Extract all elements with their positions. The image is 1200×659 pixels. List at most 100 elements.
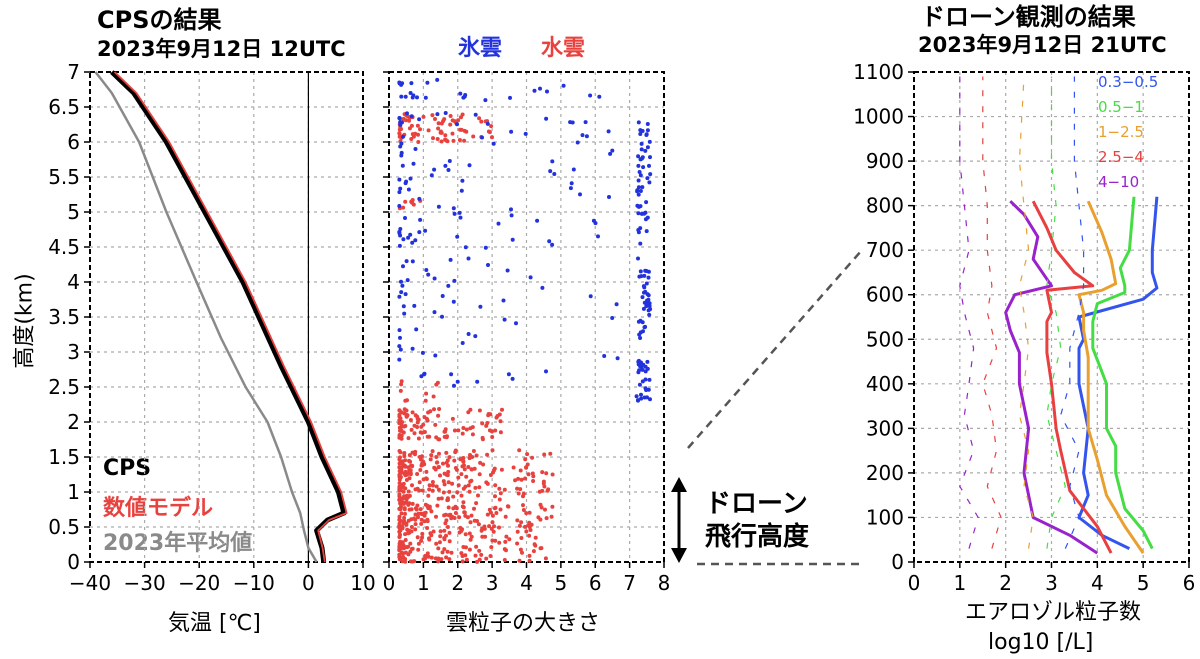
scatter-point: [449, 550, 454, 555]
scatter-point: [406, 544, 411, 549]
scatter-point: [422, 415, 427, 420]
scatter-point: [438, 534, 443, 539]
scatter-point: [429, 509, 434, 514]
scatter-point: [419, 457, 423, 462]
scatter-point: [490, 513, 495, 518]
scatter-point: [457, 210, 462, 215]
scatter-point: [435, 503, 440, 508]
scatter-point: [508, 95, 512, 100]
scatter-point: [644, 132, 649, 137]
scatter-point: [647, 163, 651, 168]
scatter-point: [491, 529, 496, 534]
scatter-point: [419, 521, 424, 526]
x-tick-label: 10: [350, 571, 375, 595]
scatter-point: [428, 457, 433, 462]
scatter-point: [561, 83, 566, 88]
y-tick-label: 2.5: [48, 375, 80, 399]
scatter-point: [636, 178, 641, 183]
scatter-point: [528, 275, 533, 280]
y-tick-label: 500: [866, 327, 904, 351]
scatter-point: [407, 118, 411, 123]
scatter-point: [527, 533, 532, 538]
scatter-point: [477, 557, 482, 562]
scatter-point: [402, 518, 406, 523]
scatter-point: [493, 483, 498, 488]
scatter-point: [640, 320, 645, 325]
scatter-point: [471, 449, 476, 453]
scatter-point: [643, 210, 648, 215]
scatter-point: [423, 398, 428, 403]
scatter-point: [414, 327, 419, 332]
scatter-point: [397, 230, 402, 234]
scatter-point: [460, 431, 465, 436]
scatter-point: [469, 513, 474, 518]
scatter-point: [531, 549, 536, 554]
scatter-point: [398, 335, 402, 340]
scatter-point: [409, 427, 414, 432]
scatter-point: [401, 205, 406, 210]
aerosol-profile: [1077, 196, 1159, 550]
scatter-point: [454, 467, 459, 472]
scatter-point: [639, 274, 644, 279]
scatter-point: [467, 531, 472, 536]
scatter-point: [466, 465, 471, 469]
scatter-point: [523, 476, 528, 481]
scatter-point: [636, 192, 641, 197]
scatter-point: [417, 196, 422, 201]
scatter-point: [468, 537, 473, 542]
scatter-point: [646, 297, 651, 302]
scatter-point: [415, 95, 419, 100]
scatter-point: [403, 216, 407, 220]
scatter-point: [398, 518, 403, 523]
scatter-point: [488, 473, 493, 477]
scatter-point: [431, 529, 436, 534]
scatter-point: [404, 408, 409, 413]
scatter-point: [443, 133, 448, 138]
scatter-point: [462, 467, 467, 472]
scatter-point: [397, 204, 402, 208]
scatter-point: [438, 529, 443, 534]
scatter-point: [432, 407, 436, 412]
x-tick-label: 0: [908, 571, 921, 595]
x-tick-label: 0: [302, 571, 315, 595]
scatter-point: [473, 485, 478, 490]
scatter-point: [480, 437, 485, 442]
scatter-point: [647, 377, 652, 382]
legend-ice-cloud: 氷雲: [458, 36, 503, 61]
scatter-point: [398, 233, 403, 238]
x-tick-label: 4: [1091, 571, 1104, 595]
scatter-point: [497, 486, 502, 491]
scatter-point: [637, 368, 642, 373]
scatter-point: [647, 139, 652, 144]
scatter-point: [401, 264, 405, 269]
scatter-point: [403, 94, 408, 99]
scatter-point: [458, 215, 463, 220]
scatter-point: [406, 187, 411, 192]
scatter-point: [442, 547, 447, 552]
scatter-point: [408, 541, 413, 546]
scatter-point: [476, 522, 481, 527]
scatter-point: [440, 294, 445, 298]
scatter-point: [497, 540, 502, 545]
scatter-point: [410, 464, 414, 469]
aerosol-profile: [1091, 196, 1154, 550]
scatter-point: [550, 504, 555, 509]
scatter-point: [474, 501, 479, 506]
scatter-point: [446, 469, 451, 474]
scatter-point: [461, 545, 466, 549]
scatter-point: [405, 111, 409, 116]
scatter-point: [409, 81, 414, 86]
scatter-point: [498, 430, 503, 435]
scatter-point: [397, 461, 402, 466]
scatter-point: [436, 465, 441, 469]
scatter-point: [409, 529, 414, 534]
scatter-point: [550, 472, 555, 477]
scatter-point: [510, 376, 515, 381]
scatter-point: [413, 512, 418, 517]
y-tick-label: 4: [67, 270, 80, 294]
scatter-point: [417, 230, 422, 235]
scatter-point: [438, 473, 442, 478]
scatter-point: [433, 117, 437, 121]
scatter-point: [645, 215, 650, 220]
scatter-point: [455, 490, 460, 495]
